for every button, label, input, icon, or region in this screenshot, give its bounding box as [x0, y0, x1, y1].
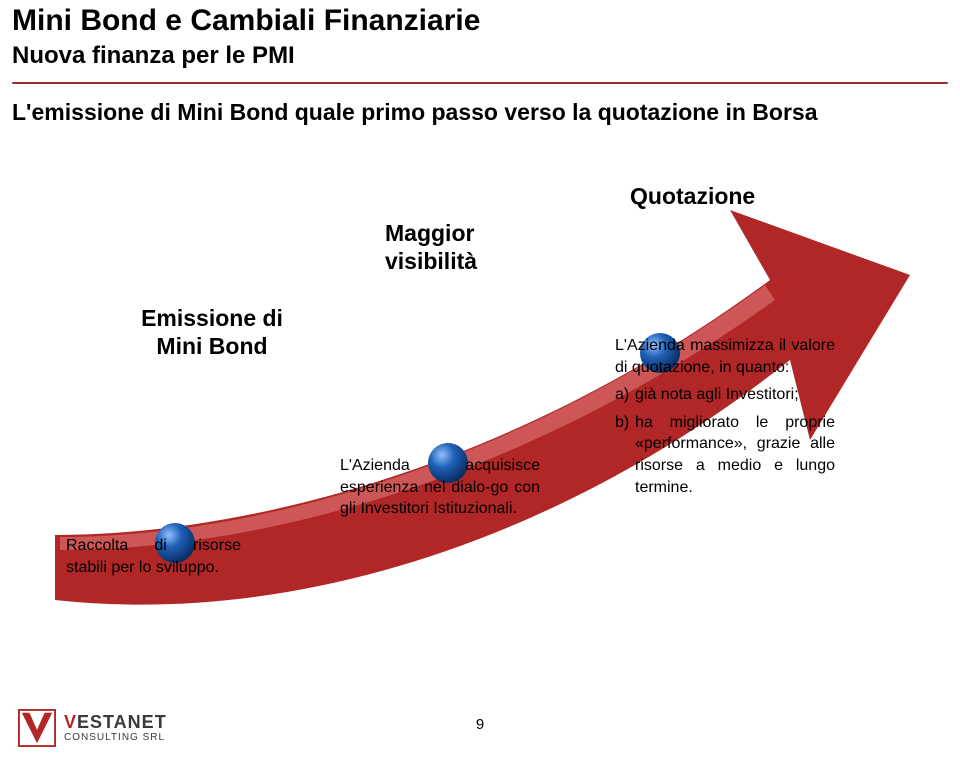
- footer-logo: VESTANET CONSULTING SRL: [18, 709, 167, 747]
- logo-subtitle: CONSULTING SRL: [64, 733, 167, 743]
- logo-rest: ESTANET: [77, 712, 167, 732]
- step-label-text: Maggiorvisibilità: [385, 220, 477, 274]
- note-acquisisce: L'Azienda acquisisce esperienza nel dial…: [340, 455, 540, 520]
- list-key: a): [615, 384, 635, 406]
- list-text: già nota agli Investitori;: [635, 384, 835, 406]
- list-key: b): [615, 412, 635, 498]
- note-massimizza-item-b: b) ha migliorato le proprie «performance…: [615, 412, 835, 498]
- note-raccolta: Raccolta di risorse stabili per lo svilu…: [66, 535, 241, 578]
- intro-text: L'emissione di Mini Bond quale primo pas…: [12, 98, 948, 128]
- note-massimizza-item-a: a) già nota agli Investitori;: [615, 384, 835, 406]
- header-divider: [12, 82, 948, 84]
- page-title: Mini Bond e Cambiali Finanziarie: [12, 4, 480, 38]
- logo-v: V: [64, 712, 77, 732]
- step-label-text: Emissione diMini Bond: [141, 305, 283, 359]
- logo-text: VESTANET CONSULTING SRL: [64, 713, 167, 743]
- step-label-emissione: Emissione diMini Bond: [112, 305, 312, 360]
- note-massimizza-lead: L'Azienda massimizza il valore di quotaz…: [615, 335, 835, 378]
- logo-icon: [18, 709, 56, 747]
- note-massimizza: L'Azienda massimizza il valore di quotaz…: [615, 335, 835, 498]
- logo-name: VESTANET: [64, 713, 167, 731]
- step-label-maggior: Maggiorvisibilità: [385, 220, 585, 275]
- list-text: ha migliorato le proprie «performance», …: [635, 412, 835, 498]
- step-label-text: Quotazione: [630, 183, 755, 209]
- page-subtitle: Nuova finanza per le PMI: [12, 42, 295, 70]
- step-label-quotazione: Quotazione: [630, 183, 755, 210]
